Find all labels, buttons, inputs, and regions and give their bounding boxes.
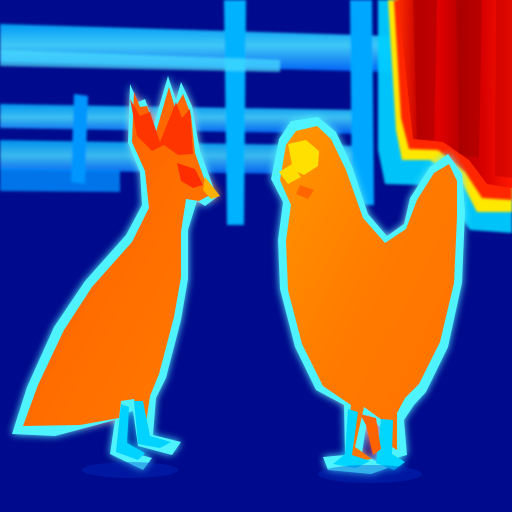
fence-rails-icon [0, 0, 390, 225]
right-hen-icon [271, 117, 465, 474]
warm-barn-wall-icon [378, 0, 512, 233]
ground-shadow [82, 462, 422, 483]
left-rooster-icon [12, 76, 220, 470]
